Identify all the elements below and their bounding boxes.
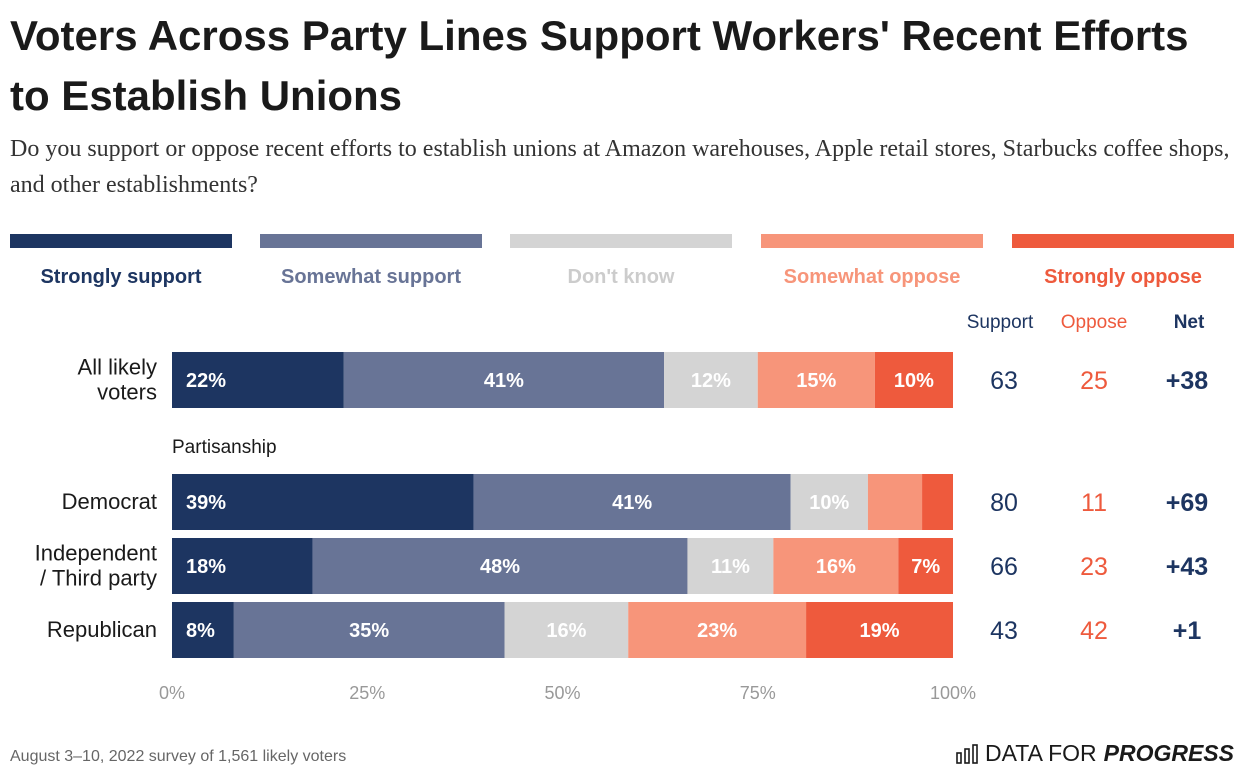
bar-segment: [867, 474, 923, 530]
bar-segment: [312, 538, 688, 594]
summary-header: Oppose: [1061, 312, 1128, 333]
brand-emphasis: PROGRESS: [1103, 740, 1234, 766]
bar-segment: [773, 538, 899, 594]
x-tick-label: 25%: [349, 683, 385, 703]
bar-segment: [473, 474, 791, 530]
x-tick-label: 100%: [930, 683, 976, 703]
bar-data-label: 7%: [911, 556, 940, 578]
summary-header: Net: [1174, 312, 1205, 333]
category-label: Republican: [47, 617, 157, 642]
bar-data-label: 12%: [691, 370, 731, 392]
legend-swatch: [10, 234, 232, 248]
category-label-line: / Third party: [40, 566, 157, 591]
legend-swatch: [260, 234, 482, 248]
x-tick-label: 0%: [159, 683, 185, 703]
bar-segment: [687, 538, 774, 594]
bar-data-label: 8%: [186, 620, 215, 642]
summary-value: +43: [1166, 553, 1208, 581]
summary-value: +1: [1173, 617, 1202, 645]
summary-value: 43: [990, 617, 1018, 645]
bar-segment: [628, 602, 807, 658]
summary-value: 11: [1081, 489, 1107, 517]
bar-data-label: 22%: [186, 370, 226, 392]
legend-label: Don't know: [567, 266, 675, 288]
legend-item-somewhat-support: Somewhat support: [260, 234, 482, 289]
brand-prefix: DATA FOR: [985, 740, 1097, 766]
bar-segment: [922, 474, 953, 530]
legend-item-strongly-support: Strongly support: [10, 234, 232, 289]
bar-data-label: 10%: [894, 370, 934, 392]
category-label-line: Independent: [35, 541, 157, 566]
bar-data-label: 15%: [796, 370, 836, 392]
group-label: Partisanship: [172, 437, 277, 458]
bar-segment: [898, 538, 953, 594]
bar-data-label: 16%: [546, 620, 586, 642]
bar-data-label: 10%: [809, 492, 849, 514]
bar-data-label: 16%: [816, 556, 856, 578]
bar-segment: [790, 474, 868, 530]
category-label: Democrat: [62, 489, 157, 514]
category-label: All likely voters: [78, 355, 157, 405]
bar-segment: [172, 602, 234, 658]
bar-segment: [343, 352, 665, 408]
bar-segment: [172, 538, 313, 594]
bar-data-label: 41%: [484, 370, 524, 392]
brand-logo: DATA FOR PROGRESS: [956, 740, 1234, 767]
category-label-line: Democrat: [62, 489, 157, 514]
bar-data-label: 18%: [186, 556, 226, 578]
stacked-bar-chart: 22% 41% 12% 15% 10% All likely voters 63 25 +38 39…: [35, 312, 1209, 703]
summary-header: Support: [967, 312, 1034, 333]
summary-value: 23: [1080, 553, 1108, 581]
legend-label: Somewhat oppose: [783, 266, 961, 288]
bar-data-label: 41%: [612, 492, 652, 514]
x-tick-label: 50%: [544, 683, 580, 703]
bar-segment: [233, 602, 505, 658]
summary-value: +69: [1166, 489, 1208, 517]
bar-data-label: 39%: [186, 492, 226, 514]
bar-chart-icon: [956, 743, 978, 764]
survey-note: August 3–10, 2022 survey of 1,561 likely…: [10, 748, 347, 765]
legend-item-dont-know: Don't know: [510, 234, 732, 289]
category-label-line: voters: [97, 380, 157, 405]
category-label: Independent / Third party: [35, 541, 157, 591]
summary-value: 66: [990, 553, 1018, 581]
summary-value: +38: [1166, 367, 1209, 395]
summary-value: 63: [990, 367, 1018, 395]
bar-segment: [664, 352, 758, 408]
bar-data-label: 11%: [711, 556, 750, 578]
legend-item-strongly-oppose: Strongly oppose: [1012, 234, 1234, 289]
bar-segment: [874, 352, 953, 408]
category-label-line: All likely: [78, 355, 157, 380]
chart-subtitle: Do you support or oppose recent efforts …: [10, 136, 1230, 198]
bar-data-label: 19%: [860, 620, 900, 642]
legend-swatch: [761, 234, 983, 248]
category-label-line: Republican: [47, 617, 157, 642]
bar-segment: [757, 352, 875, 408]
bar-data-label: 48%: [480, 556, 520, 578]
legend-swatch: [1012, 234, 1234, 248]
bar-data-label: 35%: [349, 620, 389, 642]
bar-segment: [172, 352, 344, 408]
legend-label: Strongly support: [40, 266, 202, 288]
bar-segment: [806, 602, 953, 658]
summary-value: 42: [1080, 617, 1108, 645]
summary-value: 25: [1080, 367, 1108, 395]
legend-item-somewhat-oppose: Somewhat oppose: [761, 234, 983, 289]
summary-value: 80: [990, 489, 1018, 517]
legend-label: Somewhat support: [280, 266, 461, 288]
legend-swatch: [510, 234, 732, 248]
x-tick-label: 75%: [740, 683, 776, 703]
legend-label: Strongly oppose: [1044, 266, 1202, 288]
bar-segment: [172, 474, 474, 530]
bar-data-label: 23%: [697, 620, 737, 642]
bar-segment: [504, 602, 629, 658]
chart-title: Voters Across Party Lines Support Worker…: [10, 12, 1189, 119]
